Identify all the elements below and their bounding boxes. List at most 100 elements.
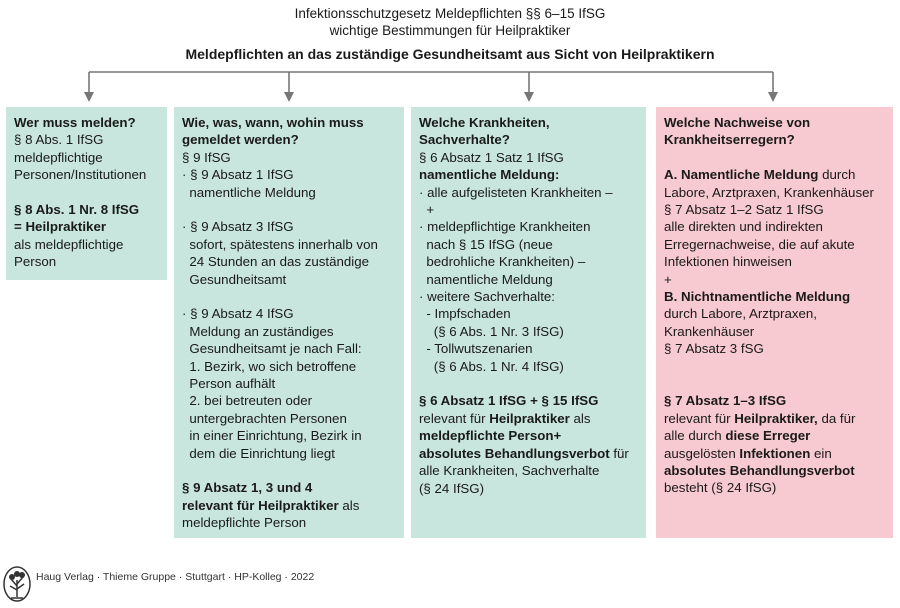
text: · § 9 Absatz 3 IfSG [182,219,294,235]
text: alle durch [664,428,726,444]
bold-text: Welche Nachweise von [664,115,811,130]
text: Meldung an zuständiges [182,323,334,339]
box-line: 24 Stunden an das zuständige [182,253,396,270]
text: besteht (§ 24 IfSG) [664,480,777,496]
text: relevant für [419,410,490,426]
box-line: besteht (§ 24 IfSG) [664,479,885,496]
text: da für [817,410,856,426]
bold-text: Infektionen [739,445,811,461]
bold-text: relevant für Heilpraktiker [182,497,339,513]
box-line: Infektionen hinweisen [664,253,885,270]
box-line: + [664,271,885,288]
arrowhead-icon [768,92,778,102]
text: (§ 6 Abs. 1 Nr. 4 IfSG) [419,358,564,374]
box-line: alle Krankheiten, Sachverhalte [419,462,638,479]
box-line: nach § 15 IfSG (neue [419,236,638,253]
text: + [419,202,435,218]
box-line: absolutes Behandlungsverbot für [419,445,638,462]
box-line: · meldepflichtige Krankheiten [419,218,638,235]
text: - Tollwutszenarien [419,341,533,357]
box-line: (§ 24 IfSG) [419,480,638,497]
arrowhead-icon [84,92,94,102]
box-line: · § 9 Absatz 3 IfSG [182,218,396,235]
text: § 8 Abs. 1 IfSG [14,132,104,148]
box-line: 2. bei betreuten oder [182,392,396,409]
box-line: als meldepflichtige [14,236,159,253]
box-line: § 7 Absatz 3 fSG [664,340,885,357]
bold-text: Heilpraktiker [489,410,570,426]
box-line: · § 9 Absatz 4 IfSG [182,305,396,322]
bold-text: namentliche Meldung: [419,167,560,183]
text: als meldepflichtige [14,236,124,252]
text: untergebrachten Personen [182,410,347,426]
text: (§ 24 IfSG) [419,480,485,496]
box-line: namentliche Meldung: [419,166,638,183]
box-line: Gesundheitsamt [182,271,396,288]
text: § 7 Absatz 1–2 Satz 1 IfSG [664,202,824,218]
footer-credit: Haug Verlag · Thieme Gruppe · Stuttgart … [36,571,315,583]
box-line: Erregernachweise, die auf akute [664,236,885,253]
text: · meldepflichtige Krankheiten [419,219,591,235]
text: Krankenhäuser [664,323,755,339]
box-line: meldepflichtige [14,149,159,166]
text: sofort, spätestens innerhalb von [182,236,378,252]
text: in einer Einrichtung, Bezirk in [182,428,362,444]
box-line: Wie, was, wann, wohin muss [182,114,396,131]
text: § 6 Absatz 1 Satz 1 IfSG [419,149,564,165]
box-line: alle durch diese Erreger [664,427,885,444]
text: ein [810,445,832,461]
text: - Impfschaden [419,306,511,322]
box-line: Meldung an zuständiges [182,323,396,340]
text: durch [818,167,856,183]
title-line-2: wichtige Bestimmungen für Heilpraktiker [329,23,571,38]
text: 24 Stunden an das zuständige [182,254,370,270]
box-line [664,358,885,375]
connector-lines [84,71,778,102]
box-line: alle direkten und indirekten [664,218,885,235]
box-line: = Heilpraktiker [14,218,159,235]
box-line: · § 9 Absatz 1 IfSG [182,166,396,183]
bold-text: gemeldet werden? [182,132,299,148]
bold-text: Sachverhalte? [419,132,510,148]
box-line: § 7 Absatz 1–3 IfSG [664,392,885,409]
box-line: Krankheitserregern? [664,131,885,148]
box-line: Person aufhält [182,375,396,392]
box-line: § 7 Absatz 1–2 Satz 1 IfSG [664,201,885,218]
text: · § 9 Absatz 4 IfSG [182,306,294,322]
text: · weitere Sachverhalte: [419,289,555,305]
box-line: durch Labore, Arztpraxen, [664,305,885,322]
box-line: 1. Bezirk, wo sich betroffene [182,358,396,375]
box-line: · alle aufgelisteten Krankheiten – [419,184,638,201]
text: als [338,497,360,513]
text: Erregernachweise, die auf akute [664,236,855,252]
box-line: gemeldet werden? [182,131,396,148]
box-line: · weitere Sachverhalte: [419,288,638,305]
box-line: ausgelösten Infektionen ein [664,445,885,462]
text: § 9 IfSG [182,149,231,165]
text: · § 9 Absatz 1 IfSG [182,167,294,183]
text: dem die Einrichtung liegt [182,445,335,461]
text: Infektionen hinweisen [664,254,792,270]
text: für [609,445,629,461]
bold-text: § 9 Absatz 1, 3 und 4 [182,480,313,496]
box-line [664,375,885,392]
box-line: namentliche Meldung [419,271,638,288]
text: alle direkten und indirekten [664,219,823,235]
text: meldepflichtige [14,149,103,165]
box-line: + [419,201,638,218]
box-line: § 9 Absatz 1, 3 und 4 [182,479,396,496]
text: 2. bei betreuten oder [182,393,313,409]
bold-text: B. Nichtnamentliche Meldung [664,289,851,305]
tree-logo-icon [3,566,31,602]
text: nach § 15 IfSG (neue [419,236,553,252]
text: ausgelösten [664,445,740,461]
box-line: Sachverhalte? [419,131,638,148]
text: · alle aufgelisteten Krankheiten – [419,184,613,200]
box-line: Wer muss melden? [14,114,159,131]
text: Gesundheitsamt [182,271,287,287]
box-line: dem die Einrichtung liegt [182,445,396,462]
bold-text: = Heilpraktiker [14,219,107,235]
box-line: namentliche Meldung [182,184,396,201]
text: relevant für [664,410,735,426]
bold-text: § 8 Abs. 1 Nr. 8 IfSG [14,202,140,218]
